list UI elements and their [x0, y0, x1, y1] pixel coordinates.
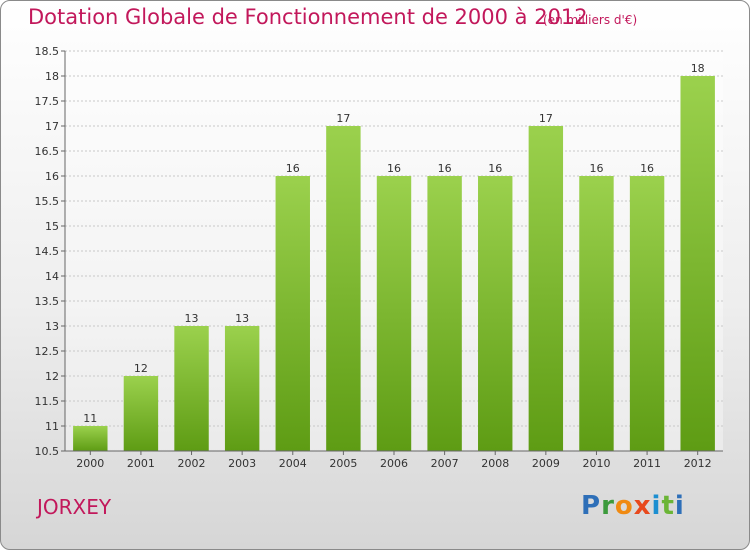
bar[interactable] — [427, 176, 462, 451]
logo-letter: r — [601, 491, 615, 521]
y-tick-label: 17 — [45, 120, 59, 133]
x-tick-label: 2005 — [329, 457, 357, 470]
y-tick-label: 12 — [45, 370, 59, 383]
logo-letter: P — [581, 491, 602, 521]
bar[interactable] — [680, 76, 715, 451]
y-tick-label: 14.5 — [35, 245, 60, 258]
y-tick-label: 11 — [45, 420, 59, 433]
x-tick-label: 2003 — [228, 457, 256, 470]
bar-value-label: 17 — [539, 112, 553, 125]
y-tick-label: 18.5 — [35, 45, 60, 58]
logo-letter: t — [661, 491, 675, 521]
bar[interactable] — [629, 176, 665, 451]
bar-value-label: 11 — [83, 412, 97, 425]
y-tick-label: 13.5 — [35, 295, 60, 308]
bar[interactable] — [123, 376, 159, 451]
x-tick-label: 2004 — [279, 457, 307, 470]
y-tick-label: 16.5 — [35, 145, 60, 158]
bar-value-label: 12 — [134, 362, 148, 375]
bar[interactable] — [478, 176, 513, 451]
y-tick-label: 14 — [45, 270, 59, 283]
bar[interactable] — [174, 326, 209, 451]
bar-value-label: 16 — [640, 162, 654, 175]
y-tick-label: 17.5 — [35, 95, 60, 108]
bar[interactable] — [224, 326, 260, 451]
x-tick-label: 2011 — [633, 457, 661, 470]
bar-value-label: 16 — [387, 162, 401, 175]
y-tick-label: 15.5 — [35, 195, 60, 208]
x-tick-label: 2000 — [76, 457, 104, 470]
logo-letter: x — [633, 491, 652, 521]
proxiti-logo[interactable]: Proxiti — [581, 491, 685, 521]
logo-letter: i — [674, 491, 685, 521]
bar-value-label: 13 — [235, 312, 249, 325]
bar-value-label: 18 — [691, 62, 705, 75]
bar[interactable] — [275, 176, 310, 451]
bar-value-label: 16 — [286, 162, 300, 175]
x-tick-label: 2006 — [380, 457, 408, 470]
bar[interactable] — [376, 176, 412, 451]
x-tick-label: 2009 — [532, 457, 560, 470]
x-tick-label: 2007 — [431, 457, 459, 470]
bar[interactable] — [528, 126, 564, 451]
chart-title: Dotation Globale de Fonctionnement de 20… — [28, 5, 588, 29]
x-tick-label: 2012 — [684, 457, 712, 470]
bar-value-label: 16 — [488, 162, 502, 175]
y-tick-label: 10.5 — [35, 445, 60, 458]
bar-value-label: 13 — [185, 312, 199, 325]
logo-letter: i — [651, 491, 662, 521]
bar-value-label: 16 — [589, 162, 603, 175]
x-tick-label: 2001 — [127, 457, 155, 470]
x-tick-label: 2008 — [481, 457, 509, 470]
bar[interactable] — [73, 426, 108, 451]
y-tick-label: 15 — [45, 220, 59, 233]
bar-value-label: 17 — [336, 112, 350, 125]
chart-subtitle: (en milliers d'€) — [543, 13, 638, 27]
y-tick-label: 12.5 — [35, 345, 60, 358]
commune-name: JORXEY — [37, 495, 112, 519]
y-tick-label: 16 — [45, 170, 59, 183]
bar-value-label: 16 — [438, 162, 452, 175]
x-tick-label: 2010 — [582, 457, 610, 470]
bar[interactable] — [579, 176, 614, 451]
x-tick-label: 2002 — [178, 457, 206, 470]
logo-letter: o — [614, 491, 634, 521]
y-tick-label: 13 — [45, 320, 59, 333]
y-tick-label: 11.5 — [35, 395, 60, 408]
bar[interactable] — [326, 126, 361, 451]
y-tick-label: 18 — [45, 70, 59, 83]
